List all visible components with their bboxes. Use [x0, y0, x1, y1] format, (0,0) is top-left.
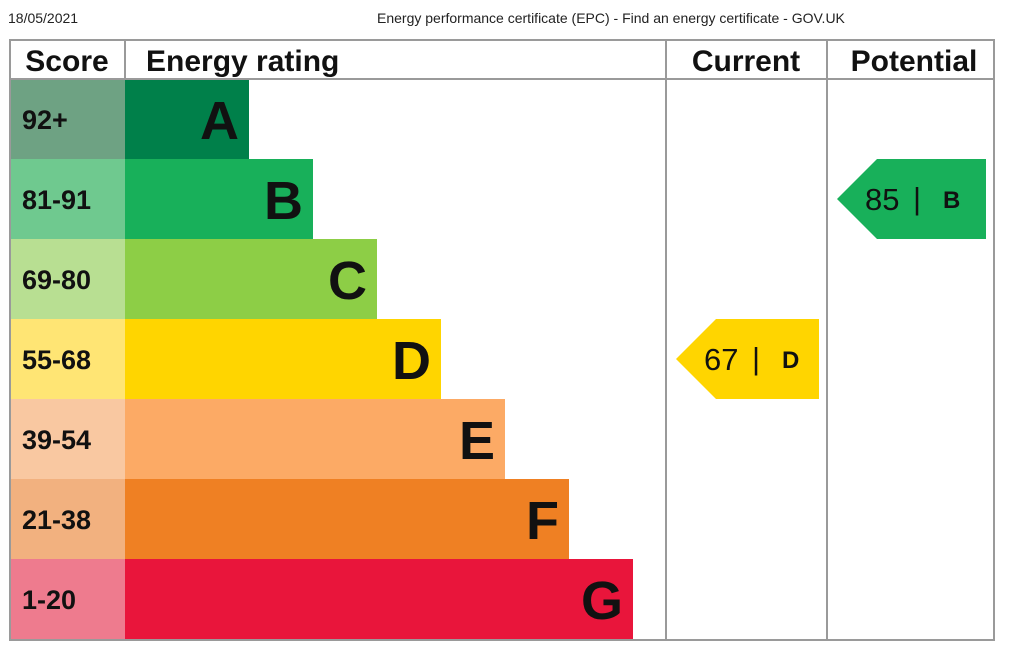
score-cell-f — [10, 479, 125, 559]
score-label-c: 69-80 — [22, 265, 91, 295]
rating-letter-d: D — [392, 331, 431, 391]
rating-letter-b: B — [264, 171, 303, 231]
rating-bar-g — [125, 559, 633, 639]
header-potential: Potential — [851, 45, 978, 78]
score-cell-e — [10, 399, 125, 479]
outer-border — [9, 39, 995, 641]
rating-bar-e — [125, 399, 505, 479]
potential-rating-separator: | — [913, 181, 921, 216]
current-rating-score-value: 67 — [704, 342, 738, 377]
potential-rating-letter: B — [943, 187, 960, 214]
chart-frame — [9, 39, 995, 641]
header-score: Score — [25, 45, 108, 78]
current-rating-letter: D — [782, 347, 799, 374]
rating-arrows: 67 | D 85 | B — [676, 159, 986, 399]
rating-letter-f: F — [526, 491, 559, 551]
score-column: 92+ 81-91 69-80 55-68 39-54 21-38 1-20 — [10, 79, 125, 639]
rating-letter-c: C — [328, 251, 367, 311]
page-header-title: Energy performance certificate (EPC) - F… — [377, 10, 845, 26]
rating-letter-e: E — [459, 411, 495, 471]
score-label-b: 81-91 — [22, 185, 91, 215]
rating-bar-c — [125, 239, 377, 319]
score-cell-g — [10, 559, 125, 639]
score-label-d: 55-68 — [22, 345, 91, 375]
rating-bar-a — [125, 79, 249, 159]
score-label-e: 39-54 — [22, 425, 91, 455]
rating-letter-a: A — [200, 91, 239, 151]
score-cell-b — [10, 159, 125, 239]
score-label-f: 21-38 — [22, 505, 91, 535]
score-label-g: 1-20 — [22, 585, 76, 615]
score-label-a: 92+ — [22, 105, 68, 135]
current-rating-arrow — [676, 319, 819, 399]
score-cell-a — [10, 79, 125, 159]
rating-bar-d — [125, 319, 441, 399]
potential-rating-score-value: 85 — [865, 182, 899, 217]
print-date: 18/05/2021 — [8, 10, 79, 26]
current-rating-separator: | — [752, 341, 760, 376]
potential-rating-arrow — [837, 159, 986, 239]
score-cell-c — [10, 239, 125, 319]
rating-letter-g: G — [581, 571, 623, 631]
score-cell-d — [10, 319, 125, 399]
rating-bar-b — [125, 159, 313, 239]
header-energy-rating: Energy rating — [146, 45, 339, 78]
rating-bar-f — [125, 479, 569, 559]
header-current: Current — [692, 45, 800, 78]
